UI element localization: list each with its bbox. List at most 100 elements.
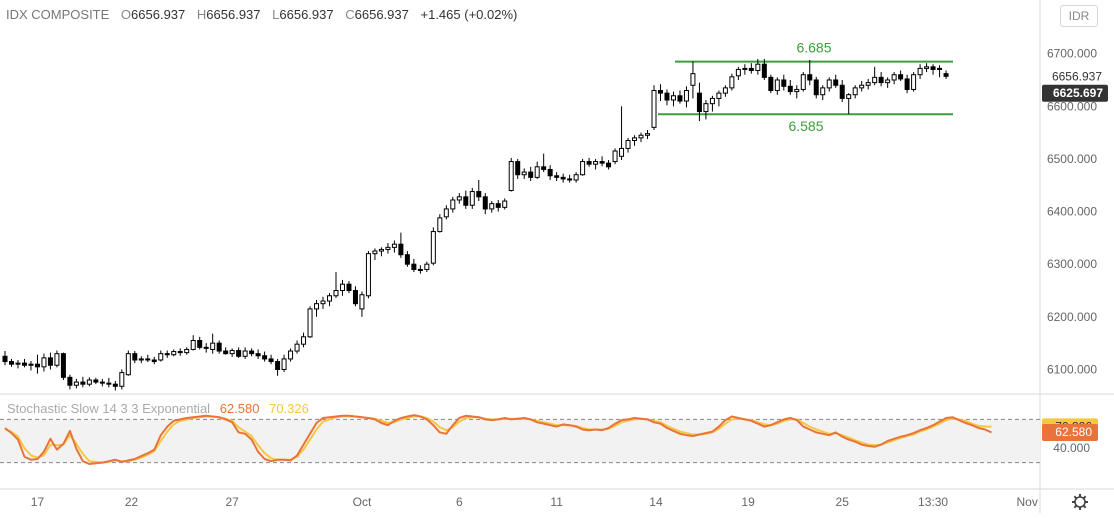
candle-body[interactable] [223,350,229,355]
candle-body[interactable] [878,76,884,84]
candle-body[interactable] [378,248,384,252]
candle-body[interactable] [859,84,865,89]
candle-body[interactable] [885,79,891,84]
candle-body[interactable] [138,358,144,361]
candle-body[interactable] [404,254,410,265]
candle-body[interactable] [813,79,819,96]
candle-body[interactable] [417,268,423,272]
candle-body[interactable] [469,191,475,206]
candle-body[interactable] [463,196,469,206]
candle-body[interactable] [625,140,631,149]
candle-body[interactable] [547,168,553,177]
candle-body[interactable] [268,358,274,363]
candle-body[interactable] [365,253,371,297]
candle-body[interactable] [528,171,534,178]
candle-body[interactable] [15,362,21,365]
candle-body[interactable] [807,74,813,81]
candle-body[interactable] [755,63,761,72]
candle-body[interactable] [86,379,92,385]
candle-body[interactable] [716,92,722,99]
candle-body[interactable] [275,361,281,370]
candle-body[interactable] [359,294,365,310]
candle-body[interactable] [502,200,508,208]
candle-body[interactable] [904,78,910,90]
candle-body[interactable] [742,67,748,70]
candle-body[interactable] [930,66,936,70]
candle-body[interactable] [683,90,689,102]
candle-body[interactable] [41,357,47,368]
candle-body[interactable] [898,74,904,80]
candle-body[interactable] [521,171,527,176]
candle-body[interactable] [872,76,878,84]
candle-body[interactable] [703,103,709,113]
stochastic-line-k[interactable] [4,414,992,465]
candle-body[interactable] [865,82,871,86]
candle-body[interactable] [190,340,196,350]
candle-body[interactable] [787,85,793,93]
candle-body[interactable] [411,263,417,270]
candle-body[interactable] [197,340,203,348]
candle-body[interactable] [294,343,300,352]
candle-body[interactable] [924,66,930,69]
candle-body[interactable] [125,353,131,376]
candle-body[interactable] [729,76,735,89]
candle-body[interactable] [794,88,800,93]
candle-body[interactable] [482,196,488,210]
candle-body[interactable] [450,199,456,210]
candle-body[interactable] [184,348,190,354]
candle-body[interactable] [437,217,443,233]
candle-body[interactable] [774,79,780,92]
candle-body[interactable] [612,150,618,163]
candle-body[interactable] [943,73,949,77]
currency-button[interactable]: IDR [1060,5,1098,27]
settings-gear-icon[interactable] [1072,494,1088,510]
candle-body[interactable] [352,290,358,305]
candle-body[interactable] [99,381,105,384]
candle-body[interactable] [748,67,754,72]
candle-body[interactable] [21,362,27,366]
candle-body[interactable] [145,358,151,361]
candle-body[interactable] [534,166,540,178]
candle-body[interactable] [495,203,501,208]
candle-body[interactable] [632,137,638,142]
candle-body[interactable] [158,353,164,361]
candle-body[interactable] [554,175,560,178]
candle-body[interactable] [424,263,430,270]
candle-body[interactable] [210,342,216,350]
candle-body[interactable] [839,84,845,99]
candle-body[interactable] [372,250,378,255]
candle-body[interactable] [833,79,839,86]
candle-body[interactable] [722,87,728,94]
candle-body[interactable] [709,97,715,105]
candle-body[interactable] [236,350,242,357]
candle-body[interactable] [567,178,573,181]
candle-body[interactable] [151,359,157,363]
candle-body[interactable] [677,95,683,102]
candle-body[interactable] [2,355,8,363]
candle-body[interactable] [820,87,826,96]
candle-body[interactable] [73,381,79,386]
candle-body[interactable] [456,196,462,201]
candle-body[interactable] [171,351,177,356]
candle-body[interactable] [28,363,34,366]
candle-body[interactable] [229,350,235,355]
candle-body[interactable] [203,346,209,349]
candle-body[interactable] [826,79,832,89]
candle-body[interactable] [619,147,625,157]
candle-body[interactable] [262,355,268,360]
candle-body[interactable] [301,336,307,345]
candle-body[interactable] [177,351,183,354]
candle-body[interactable] [8,361,14,365]
candle-body[interactable] [112,383,118,387]
candle-body[interactable] [541,166,547,170]
candle-body[interactable] [586,161,592,165]
candle-body[interactable] [164,353,170,356]
candle-body[interactable] [606,162,612,168]
candle-body[interactable] [852,87,858,96]
candle-body[interactable] [80,381,86,385]
candle-body[interactable] [34,363,40,368]
candle-body[interactable] [93,379,99,383]
candle-body[interactable] [891,74,897,81]
candle-body[interactable] [430,231,436,264]
candle-body[interactable] [651,90,657,128]
